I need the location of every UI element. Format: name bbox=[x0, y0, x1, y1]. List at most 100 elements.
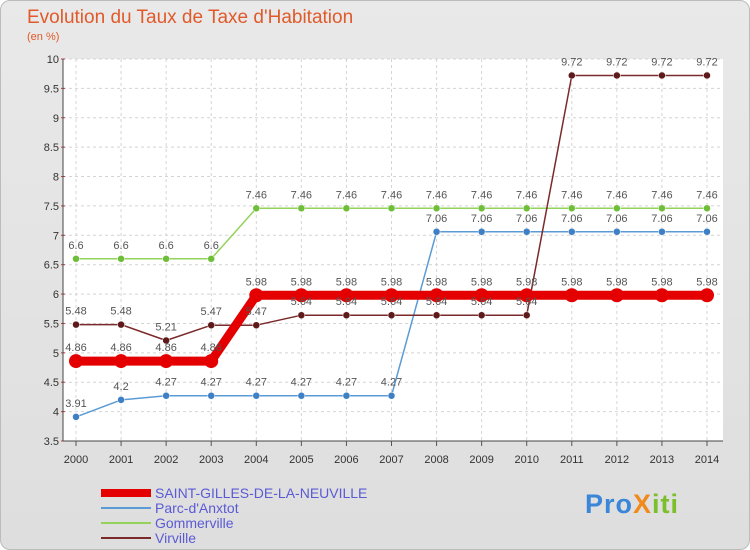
data-label: 4.27 bbox=[155, 377, 176, 389]
x-tick-label: 2013 bbox=[650, 454, 674, 466]
x-tick-label: 2011 bbox=[560, 454, 584, 466]
data-label: 4.2 bbox=[113, 381, 128, 393]
data-label: 9.72 bbox=[561, 56, 582, 68]
series-point bbox=[342, 391, 351, 400]
data-label: 3.91 bbox=[65, 398, 86, 410]
data-label: 4.86 bbox=[110, 342, 131, 354]
data-label: 7.46 bbox=[471, 189, 492, 201]
series-point bbox=[658, 71, 666, 80]
series-lines bbox=[69, 71, 714, 421]
series-point bbox=[384, 288, 399, 303]
data-label: 5.47 bbox=[246, 306, 267, 318]
data-label: 4.86 bbox=[155, 342, 176, 354]
data-label: 7.46 bbox=[516, 189, 537, 201]
series-point bbox=[654, 288, 669, 303]
data-label: 7.46 bbox=[606, 189, 627, 201]
series-point bbox=[252, 391, 261, 400]
data-label: 7.46 bbox=[426, 189, 447, 201]
series-point bbox=[477, 311, 486, 319]
data-label: 4.27 bbox=[336, 377, 357, 389]
y-tick-label: 7 bbox=[53, 230, 59, 242]
data-label: 4.86 bbox=[65, 342, 86, 354]
x-tick-label: 2000 bbox=[64, 454, 88, 466]
data-label: 5.48 bbox=[65, 306, 86, 318]
series-point bbox=[297, 311, 306, 319]
legend-swatch bbox=[101, 506, 151, 509]
data-label: 5.64 bbox=[291, 296, 312, 308]
data-label: 6.6 bbox=[113, 240, 128, 252]
series-point bbox=[297, 391, 306, 400]
series-point bbox=[700, 288, 714, 303]
data-label: 7.46 bbox=[246, 189, 267, 201]
data-label: 5.47 bbox=[201, 306, 222, 318]
series-point bbox=[429, 288, 444, 303]
logo-part: Pro bbox=[585, 489, 634, 519]
x-tick-label: 2007 bbox=[379, 454, 403, 466]
legend-label: Virville bbox=[155, 529, 196, 546]
series-point bbox=[249, 288, 264, 303]
data-label: 5.98 bbox=[381, 276, 402, 288]
y-tick-label: 9.5 bbox=[44, 83, 59, 95]
y-tick-label: 5.5 bbox=[44, 318, 59, 330]
series-point bbox=[387, 311, 396, 319]
data-label: 5.98 bbox=[336, 276, 357, 288]
legend-label: Gommerville bbox=[155, 514, 234, 531]
series-point bbox=[568, 228, 576, 236]
series-point bbox=[339, 288, 354, 303]
data-label: 7.46 bbox=[291, 189, 312, 201]
series-point bbox=[568, 204, 576, 213]
legend-swatch bbox=[101, 536, 151, 539]
series-point bbox=[703, 204, 711, 213]
x-tick-label: 2003 bbox=[199, 454, 223, 466]
series-point bbox=[522, 311, 531, 319]
data-label: 4.27 bbox=[381, 377, 402, 389]
data-label: 5.98 bbox=[246, 276, 267, 288]
series-point bbox=[387, 204, 396, 213]
data-label: 4.27 bbox=[246, 377, 267, 389]
data-label: 7.46 bbox=[651, 189, 672, 201]
series-point bbox=[613, 204, 621, 213]
data-label: 6.6 bbox=[158, 240, 173, 252]
series-point bbox=[703, 228, 711, 236]
series-point bbox=[703, 71, 711, 80]
series-point bbox=[474, 288, 489, 303]
series-point bbox=[609, 288, 624, 303]
data-label: 9.72 bbox=[606, 56, 627, 68]
legend-item: Parc-d'Anxtot bbox=[101, 500, 367, 516]
chart-unit-label: (en %) bbox=[27, 31, 60, 43]
data-label: 7.46 bbox=[696, 189, 717, 201]
data-label: 5.98 bbox=[561, 276, 582, 288]
legend-item: SAINT-GILLES-DE-LA-NEUVILLE bbox=[101, 485, 367, 501]
data-label: 7.46 bbox=[561, 189, 582, 201]
legend: SAINT-GILLES-DE-LA-NEUVILLE Parc-d'Anxtot… bbox=[101, 485, 367, 546]
y-tick-label: 8.5 bbox=[44, 142, 59, 154]
data-label: 4.27 bbox=[201, 377, 222, 389]
series-point bbox=[522, 228, 531, 236]
legend-item: Virville bbox=[101, 529, 367, 546]
data-label: 5.98 bbox=[651, 276, 672, 288]
y-tick-label: 6 bbox=[53, 289, 59, 301]
y-tick-label: 10 bbox=[47, 54, 59, 66]
x-tick-label: 2005 bbox=[289, 454, 313, 466]
series-point bbox=[387, 391, 396, 400]
data-labels: 4.86 4.86 4.86 4.86 5.98 5.98 5.98 5.98 5.98 5.98… bbox=[65, 56, 717, 409]
data-label: 5.98 bbox=[471, 276, 492, 288]
y-tick-label: 4 bbox=[53, 407, 59, 419]
series-point bbox=[297, 204, 306, 213]
data-label: 5.21 bbox=[155, 322, 176, 334]
proxiti-logo: ProXiti bbox=[585, 489, 679, 520]
x-tick-label: 2002 bbox=[154, 454, 178, 466]
series-point bbox=[252, 321, 261, 329]
series-point bbox=[568, 71, 576, 80]
data-label: 5.98 bbox=[516, 276, 537, 288]
x-tick-label: 2014 bbox=[695, 454, 719, 466]
y-tick-label: 9 bbox=[53, 113, 59, 125]
series-point bbox=[658, 228, 666, 236]
data-label: 7.06 bbox=[651, 213, 672, 225]
logo-part: iti bbox=[652, 489, 680, 519]
x-tick-label: 2010 bbox=[514, 454, 538, 466]
data-label: 7.46 bbox=[381, 189, 402, 201]
series-point bbox=[477, 204, 486, 213]
